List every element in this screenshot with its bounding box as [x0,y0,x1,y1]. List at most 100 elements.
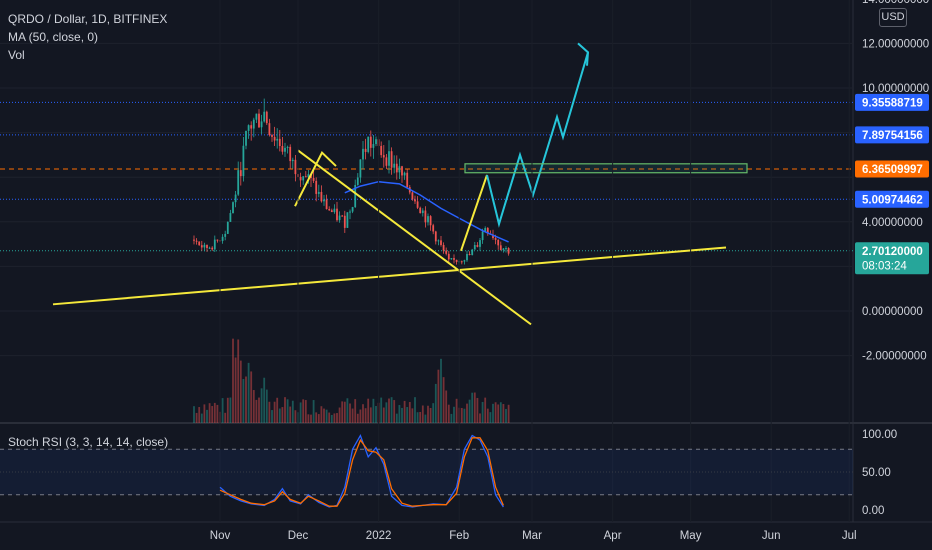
projection-arrowhead [577,42,590,66]
volume-bar [247,362,250,423]
volume-bar [226,397,229,423]
candle-body [367,136,370,152]
candle-body [330,210,333,213]
stoch-tick-label: 50.00 [862,467,891,479]
candle-body [466,254,468,261]
candle-body [447,253,450,260]
volume-bar [203,404,206,423]
candle-body [320,191,323,202]
candle-body [393,163,396,168]
volume-bar [216,404,219,423]
volume-bar [341,401,344,423]
candle-body [336,208,338,221]
candle-body [453,258,455,260]
candle-body [211,247,214,250]
volume-bar [440,358,442,423]
time-tick-label: May [680,530,702,542]
candle-body [200,245,203,248]
volume-bar [481,401,484,423]
volume-bar [320,406,323,423]
volume-bar [302,399,305,423]
volume-bar [492,403,494,423]
volume-bar [224,412,227,423]
volume-bar [463,408,466,423]
volume-bar [395,413,398,423]
volume-bar [398,405,401,423]
volume-bar [382,407,385,423]
candle-body [343,215,346,228]
countdown-label: 08:03:24 [862,260,907,272]
volume-bar [447,404,450,423]
volume-bar [281,407,284,423]
volume-bar [193,406,195,423]
candle-body [385,157,388,166]
candle-body [263,111,266,122]
candle-body [419,207,422,214]
volume-bar [268,401,271,423]
price-tick-label: 0.00000000 [862,306,923,318]
price-label: 2.70120000 [862,246,923,258]
ma-indicator-label[interactable]: MA (50, close, 0) [8,30,99,44]
price-label-bg [855,93,929,111]
volume-bar [276,397,279,423]
volume-bar [245,376,247,423]
candle-body [291,159,294,162]
volume-bar [453,406,455,423]
volume-bar [208,403,211,423]
volume-bar [351,408,354,423]
candle-body [440,240,442,245]
volume-bar [328,412,331,423]
volume-bar [323,408,325,423]
volume-bar [258,397,260,423]
volume-bar [310,414,312,423]
volume-bar [473,392,476,423]
candle-body [476,245,479,247]
volume-bar [424,414,427,423]
volume-bar [232,338,234,423]
candle-body [416,201,419,208]
ma50-line [344,180,509,243]
volume-bar [317,414,320,423]
volume-bar [359,409,362,423]
volume-bar [354,399,357,423]
price-label: 6.36509997 [862,164,923,176]
candle-body [463,260,466,262]
volume-bar [349,403,351,423]
price-tick-label: -2.00000000 [862,351,927,363]
candle-body [388,151,390,166]
volume-bar [221,398,224,423]
time-tick-label: Jun [762,530,781,542]
volume-bar [369,407,372,423]
candle-body [505,248,507,250]
candle-body [198,241,201,246]
candle-body [317,191,320,194]
volume-bar [263,377,266,423]
volume-bar [364,408,367,423]
candle-body [289,146,292,162]
volume-bar [211,406,214,423]
volume-indicator-label[interactable]: Vol [8,48,25,62]
price-label: 5.00974462 [862,194,923,206]
volume-bar [286,399,289,423]
price-label-bg [855,126,929,144]
volume-bar [442,377,445,423]
volume-bar [198,407,201,423]
candle-body [284,147,286,152]
volume-bar [312,400,315,423]
candle-body [333,208,336,213]
candle-body [315,180,318,194]
candle-body [328,209,331,211]
currency-button[interactable]: USD [879,8,907,27]
volume-bar [237,339,240,423]
price-tick-label: 4.00000000 [862,217,923,229]
volume-bar [250,371,253,423]
candle-body [479,240,481,247]
candle-body [216,239,219,241]
stoch-title: Stoch RSI (3, 3, 14, 14, close) [8,435,168,449]
candle-body [206,244,208,248]
candle-body [349,211,351,213]
candle-body [265,111,268,124]
candle-body [445,250,448,254]
candle-body [359,159,362,178]
